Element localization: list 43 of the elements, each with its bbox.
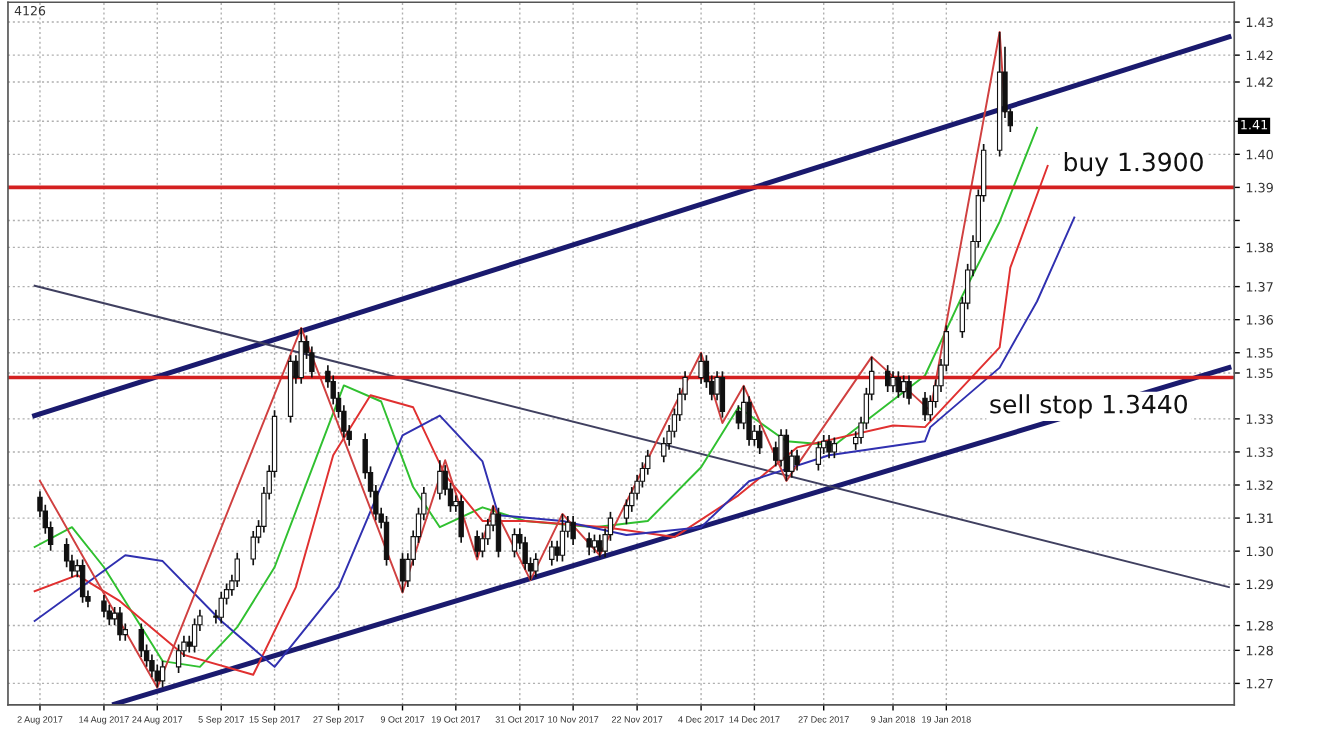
candlestick [815,440,822,472]
candlestick [885,364,891,393]
candlestick [191,617,198,654]
candlestick [570,515,576,546]
candlestick [698,351,704,385]
candlestick [63,537,70,569]
candlestick [831,436,838,459]
candlestick [783,428,790,482]
candlestick [159,659,166,688]
candlestick [900,374,907,399]
candlestick [383,515,390,567]
candlestick [906,374,912,406]
candlestick [101,594,107,619]
candlestick [175,643,182,674]
candlestick [458,494,464,544]
candlestick [218,591,224,625]
candlestick [794,449,800,472]
candlestick [117,606,123,642]
ref-line-label: buy 1.3900 [1064,152,1203,177]
candlestick [298,327,304,385]
candlestick [735,404,742,431]
candlestick [234,551,240,588]
candlestick [719,370,726,419]
candlestick [895,370,902,399]
candlestick [890,370,896,393]
candlestick [559,513,566,563]
candlestick [778,428,784,468]
candlestick [79,558,86,604]
candlestick [591,533,598,555]
candlestick [597,533,603,559]
candlestick [554,539,560,563]
candlestick [495,506,502,559]
ref-line-label: sell stop 1.3440 [990,394,1187,419]
candlestick [474,529,480,559]
candlestick [586,531,592,557]
candlestick [922,391,928,422]
candlestick [399,552,406,594]
candlestick [437,459,443,501]
candlestick [533,552,539,579]
candlestick [826,434,832,459]
candlestick [549,539,555,567]
candlestick [511,527,518,559]
candlestick [757,424,763,455]
